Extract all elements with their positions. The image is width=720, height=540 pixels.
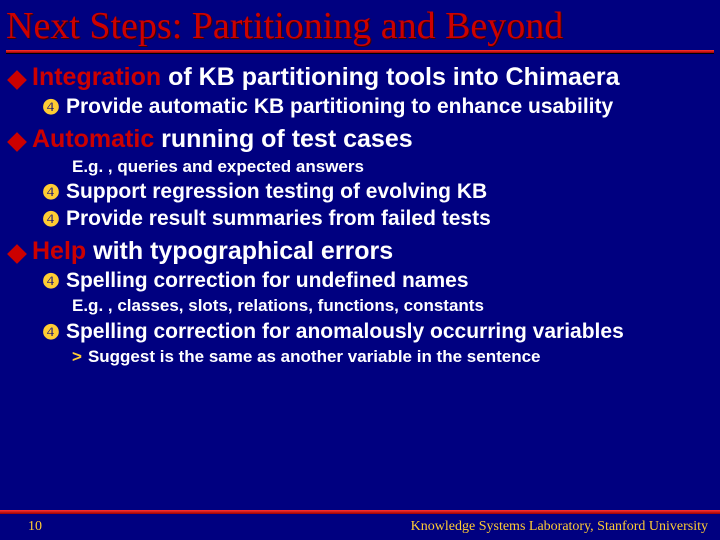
bullet-l2: ❹ Provide automatic KB partitioning to e… <box>42 94 712 119</box>
diamond-icon <box>7 70 27 90</box>
bullet-l3: > Suggest is the same as another variabl… <box>72 346 712 367</box>
bullet-text: Provide automatic KB partitioning to enh… <box>66 94 613 119</box>
title-underline <box>6 50 714 53</box>
diamond-icon <box>7 244 27 264</box>
bullet-l2: ❹ Spelling correction for anomalously oc… <box>42 319 712 344</box>
bullet-l2: ❹ Provide result summaries from failed t… <box>42 206 712 231</box>
bullet-text: Spelling correction for anomalously occu… <box>66 319 624 344</box>
bullet-l2: ❹ Spelling correction for undefined name… <box>42 268 712 293</box>
bullet-l2: ❹ Support regression testing of evolving… <box>42 179 712 204</box>
arrow-icon: ❹ <box>42 208 60 232</box>
bullet-rest: with typographical errors <box>86 237 393 265</box>
bullet-l1: Help with typographical errors <box>8 237 712 266</box>
bullet-lead: Automatic <box>32 125 154 153</box>
bullet-l1: Integration of KB partitioning tools int… <box>8 63 712 92</box>
arrow-icon: ❹ <box>42 181 60 205</box>
arrow-icon: ❹ <box>42 96 60 120</box>
bullet-text: Help with typographical errors <box>32 237 393 266</box>
footer-org: Knowledge Systems Laboratory, Stanford U… <box>411 519 708 535</box>
bullet-l1: Automatic running of test cases <box>8 125 712 154</box>
diamond-icon <box>7 132 27 152</box>
bullet-text: Integration of KB partitioning tools int… <box>32 63 620 92</box>
bullet-text: Suggest is the same as another variable … <box>88 346 541 367</box>
bullet-text: Support regression testing of evolving K… <box>66 179 487 204</box>
bullet-text: Provide result summaries from failed tes… <box>66 206 491 231</box>
arrow-icon: ❹ <box>42 321 60 345</box>
slide-body: Integration of KB partitioning tools int… <box>0 63 720 367</box>
bullet-text: Spelling correction for undefined names <box>66 268 469 293</box>
chevron-right-icon: > <box>72 346 82 367</box>
bullet-lead: Help <box>32 237 86 265</box>
bullet-rest: of KB partitioning tools into Chimaera <box>161 63 619 91</box>
bullet-lead: Integration <box>32 63 161 91</box>
bullet-rest: running of test cases <box>154 125 412 153</box>
bullet-text: Automatic running of test cases <box>32 125 413 154</box>
slide-title: Next Steps: Partitioning and Beyond <box>0 0 720 50</box>
page-number: 10 <box>28 519 42 535</box>
footer: 10 Knowledge Systems Laboratory, Stanfor… <box>0 514 720 540</box>
arrow-icon: ❹ <box>42 270 60 294</box>
bullet-l3: E.g. , classes, slots, relations, functi… <box>72 295 712 316</box>
bullet-l3: E.g. , queries and expected answers <box>72 156 712 177</box>
